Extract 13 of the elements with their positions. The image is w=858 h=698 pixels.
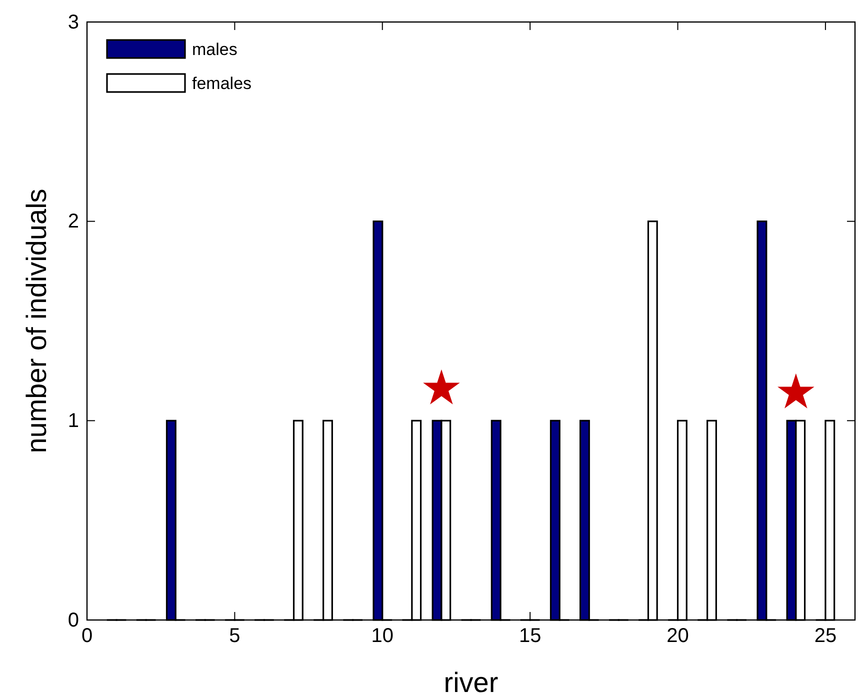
legend-label: males xyxy=(192,40,238,59)
x-tick-label: 10 xyxy=(371,625,394,648)
x-tick-label: 5 xyxy=(229,625,240,648)
x-tick-label: 25 xyxy=(814,625,837,648)
y-tick-label: 0 xyxy=(68,609,79,632)
y-tick-label: 2 xyxy=(68,210,79,233)
y-tick-label: 1 xyxy=(68,410,79,432)
x-tick-label: 15 xyxy=(518,625,542,648)
y-tick-label: 3 xyxy=(68,11,79,34)
y-axis-title: number of individuals xyxy=(21,188,52,454)
x-tick-label: 20 xyxy=(666,625,689,648)
legend-label: females xyxy=(192,74,252,93)
x-axis-title: river xyxy=(444,667,498,698)
